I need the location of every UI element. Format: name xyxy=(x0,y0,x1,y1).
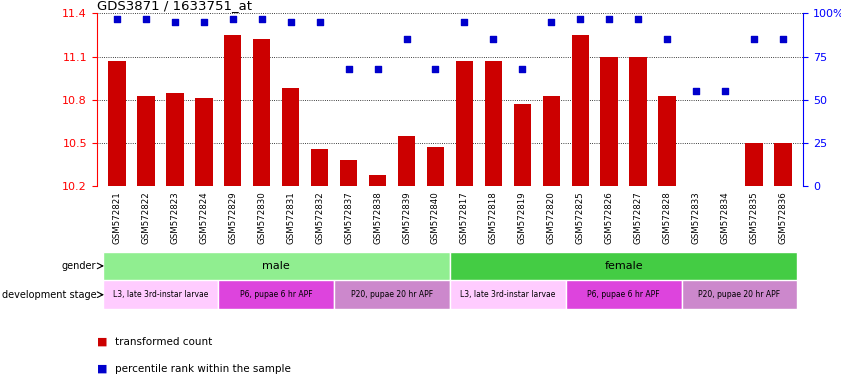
Bar xyxy=(775,143,791,186)
Text: GSM572822: GSM572822 xyxy=(141,192,151,244)
Bar xyxy=(334,280,450,309)
Point xyxy=(776,36,790,42)
Bar xyxy=(108,61,125,186)
Text: GSM572819: GSM572819 xyxy=(518,192,526,244)
Point xyxy=(399,36,413,42)
Text: percentile rank within the sample: percentile rank within the sample xyxy=(115,364,291,374)
Bar xyxy=(629,56,647,186)
Bar xyxy=(137,96,155,186)
Text: GSM572821: GSM572821 xyxy=(113,192,121,244)
Text: GDS3871 / 1633751_at: GDS3871 / 1633751_at xyxy=(97,0,251,12)
Text: GSM572824: GSM572824 xyxy=(199,192,209,244)
Bar xyxy=(572,35,589,186)
Bar xyxy=(717,186,733,189)
Text: GSM572831: GSM572831 xyxy=(286,192,295,244)
Point xyxy=(140,15,153,22)
Text: L3, late 3rd-instar larvae: L3, late 3rd-instar larvae xyxy=(113,290,208,299)
Bar xyxy=(340,160,357,186)
Text: GSM572817: GSM572817 xyxy=(460,192,469,244)
Bar xyxy=(687,186,705,189)
Point xyxy=(255,15,268,22)
Text: P20, pupae 20 hr APF: P20, pupae 20 hr APF xyxy=(351,290,433,299)
Point xyxy=(544,19,558,25)
Bar xyxy=(514,104,531,186)
Text: ■: ■ xyxy=(97,364,107,374)
Bar xyxy=(369,175,386,186)
Point xyxy=(226,15,240,22)
Point xyxy=(110,15,124,22)
Bar xyxy=(224,35,241,186)
Bar xyxy=(219,280,334,309)
Text: development stage: development stage xyxy=(2,290,96,300)
Point xyxy=(284,19,298,25)
Point xyxy=(718,88,732,94)
Bar xyxy=(450,280,566,309)
Text: GSM572823: GSM572823 xyxy=(171,192,179,244)
Point xyxy=(632,15,645,22)
Text: ■: ■ xyxy=(97,337,107,347)
Text: male: male xyxy=(262,261,290,271)
Point xyxy=(313,19,326,25)
Point xyxy=(487,36,500,42)
Bar xyxy=(311,149,328,186)
Bar xyxy=(398,136,415,186)
Point xyxy=(574,15,587,22)
Point xyxy=(660,36,674,42)
Point xyxy=(168,19,182,25)
Text: GSM572826: GSM572826 xyxy=(605,192,614,244)
Bar xyxy=(167,93,183,186)
Point xyxy=(747,36,760,42)
Text: female: female xyxy=(605,261,643,271)
Text: GSM572820: GSM572820 xyxy=(547,192,556,244)
Text: GSM572829: GSM572829 xyxy=(228,192,237,244)
Point xyxy=(371,66,384,72)
Text: GSM572837: GSM572837 xyxy=(344,192,353,244)
Text: GSM572832: GSM572832 xyxy=(315,192,324,244)
Point xyxy=(602,15,616,22)
Bar xyxy=(253,39,271,186)
Bar xyxy=(681,280,797,309)
Text: P6, pupae 6 hr APF: P6, pupae 6 hr APF xyxy=(240,290,313,299)
Bar xyxy=(566,280,681,309)
Text: GSM572825: GSM572825 xyxy=(576,192,584,244)
Text: GSM572836: GSM572836 xyxy=(779,192,787,244)
Bar xyxy=(103,280,219,309)
Bar xyxy=(282,88,299,186)
Bar xyxy=(426,147,444,186)
Point xyxy=(429,66,442,72)
Text: L3, late 3rd-instar larvae: L3, late 3rd-instar larvae xyxy=(460,290,556,299)
Text: GSM572839: GSM572839 xyxy=(402,192,411,244)
Bar xyxy=(542,96,560,186)
Text: GSM572840: GSM572840 xyxy=(431,192,440,244)
Bar xyxy=(456,61,473,186)
Text: GSM572828: GSM572828 xyxy=(663,192,672,244)
Bar xyxy=(103,252,450,280)
Point xyxy=(690,88,703,94)
Bar xyxy=(195,98,213,186)
Bar xyxy=(659,96,676,186)
Bar xyxy=(600,56,618,186)
Text: GSM572838: GSM572838 xyxy=(373,192,382,244)
Text: GSM572835: GSM572835 xyxy=(749,192,759,244)
Point xyxy=(516,66,529,72)
Point xyxy=(342,66,356,72)
Bar xyxy=(484,61,502,186)
Text: GSM572827: GSM572827 xyxy=(633,192,643,244)
Text: P6, pupae 6 hr APF: P6, pupae 6 hr APF xyxy=(587,290,660,299)
Bar xyxy=(745,143,763,186)
Bar xyxy=(450,252,797,280)
Point xyxy=(197,19,210,25)
Text: P20, pupae 20 hr APF: P20, pupae 20 hr APF xyxy=(698,290,780,299)
Text: transformed count: transformed count xyxy=(115,337,213,347)
Text: GSM572818: GSM572818 xyxy=(489,192,498,244)
Text: GSM572833: GSM572833 xyxy=(691,192,701,244)
Text: gender: gender xyxy=(61,261,96,271)
Text: GSM572834: GSM572834 xyxy=(721,192,729,244)
Text: GSM572830: GSM572830 xyxy=(257,192,267,244)
Point xyxy=(458,19,471,25)
